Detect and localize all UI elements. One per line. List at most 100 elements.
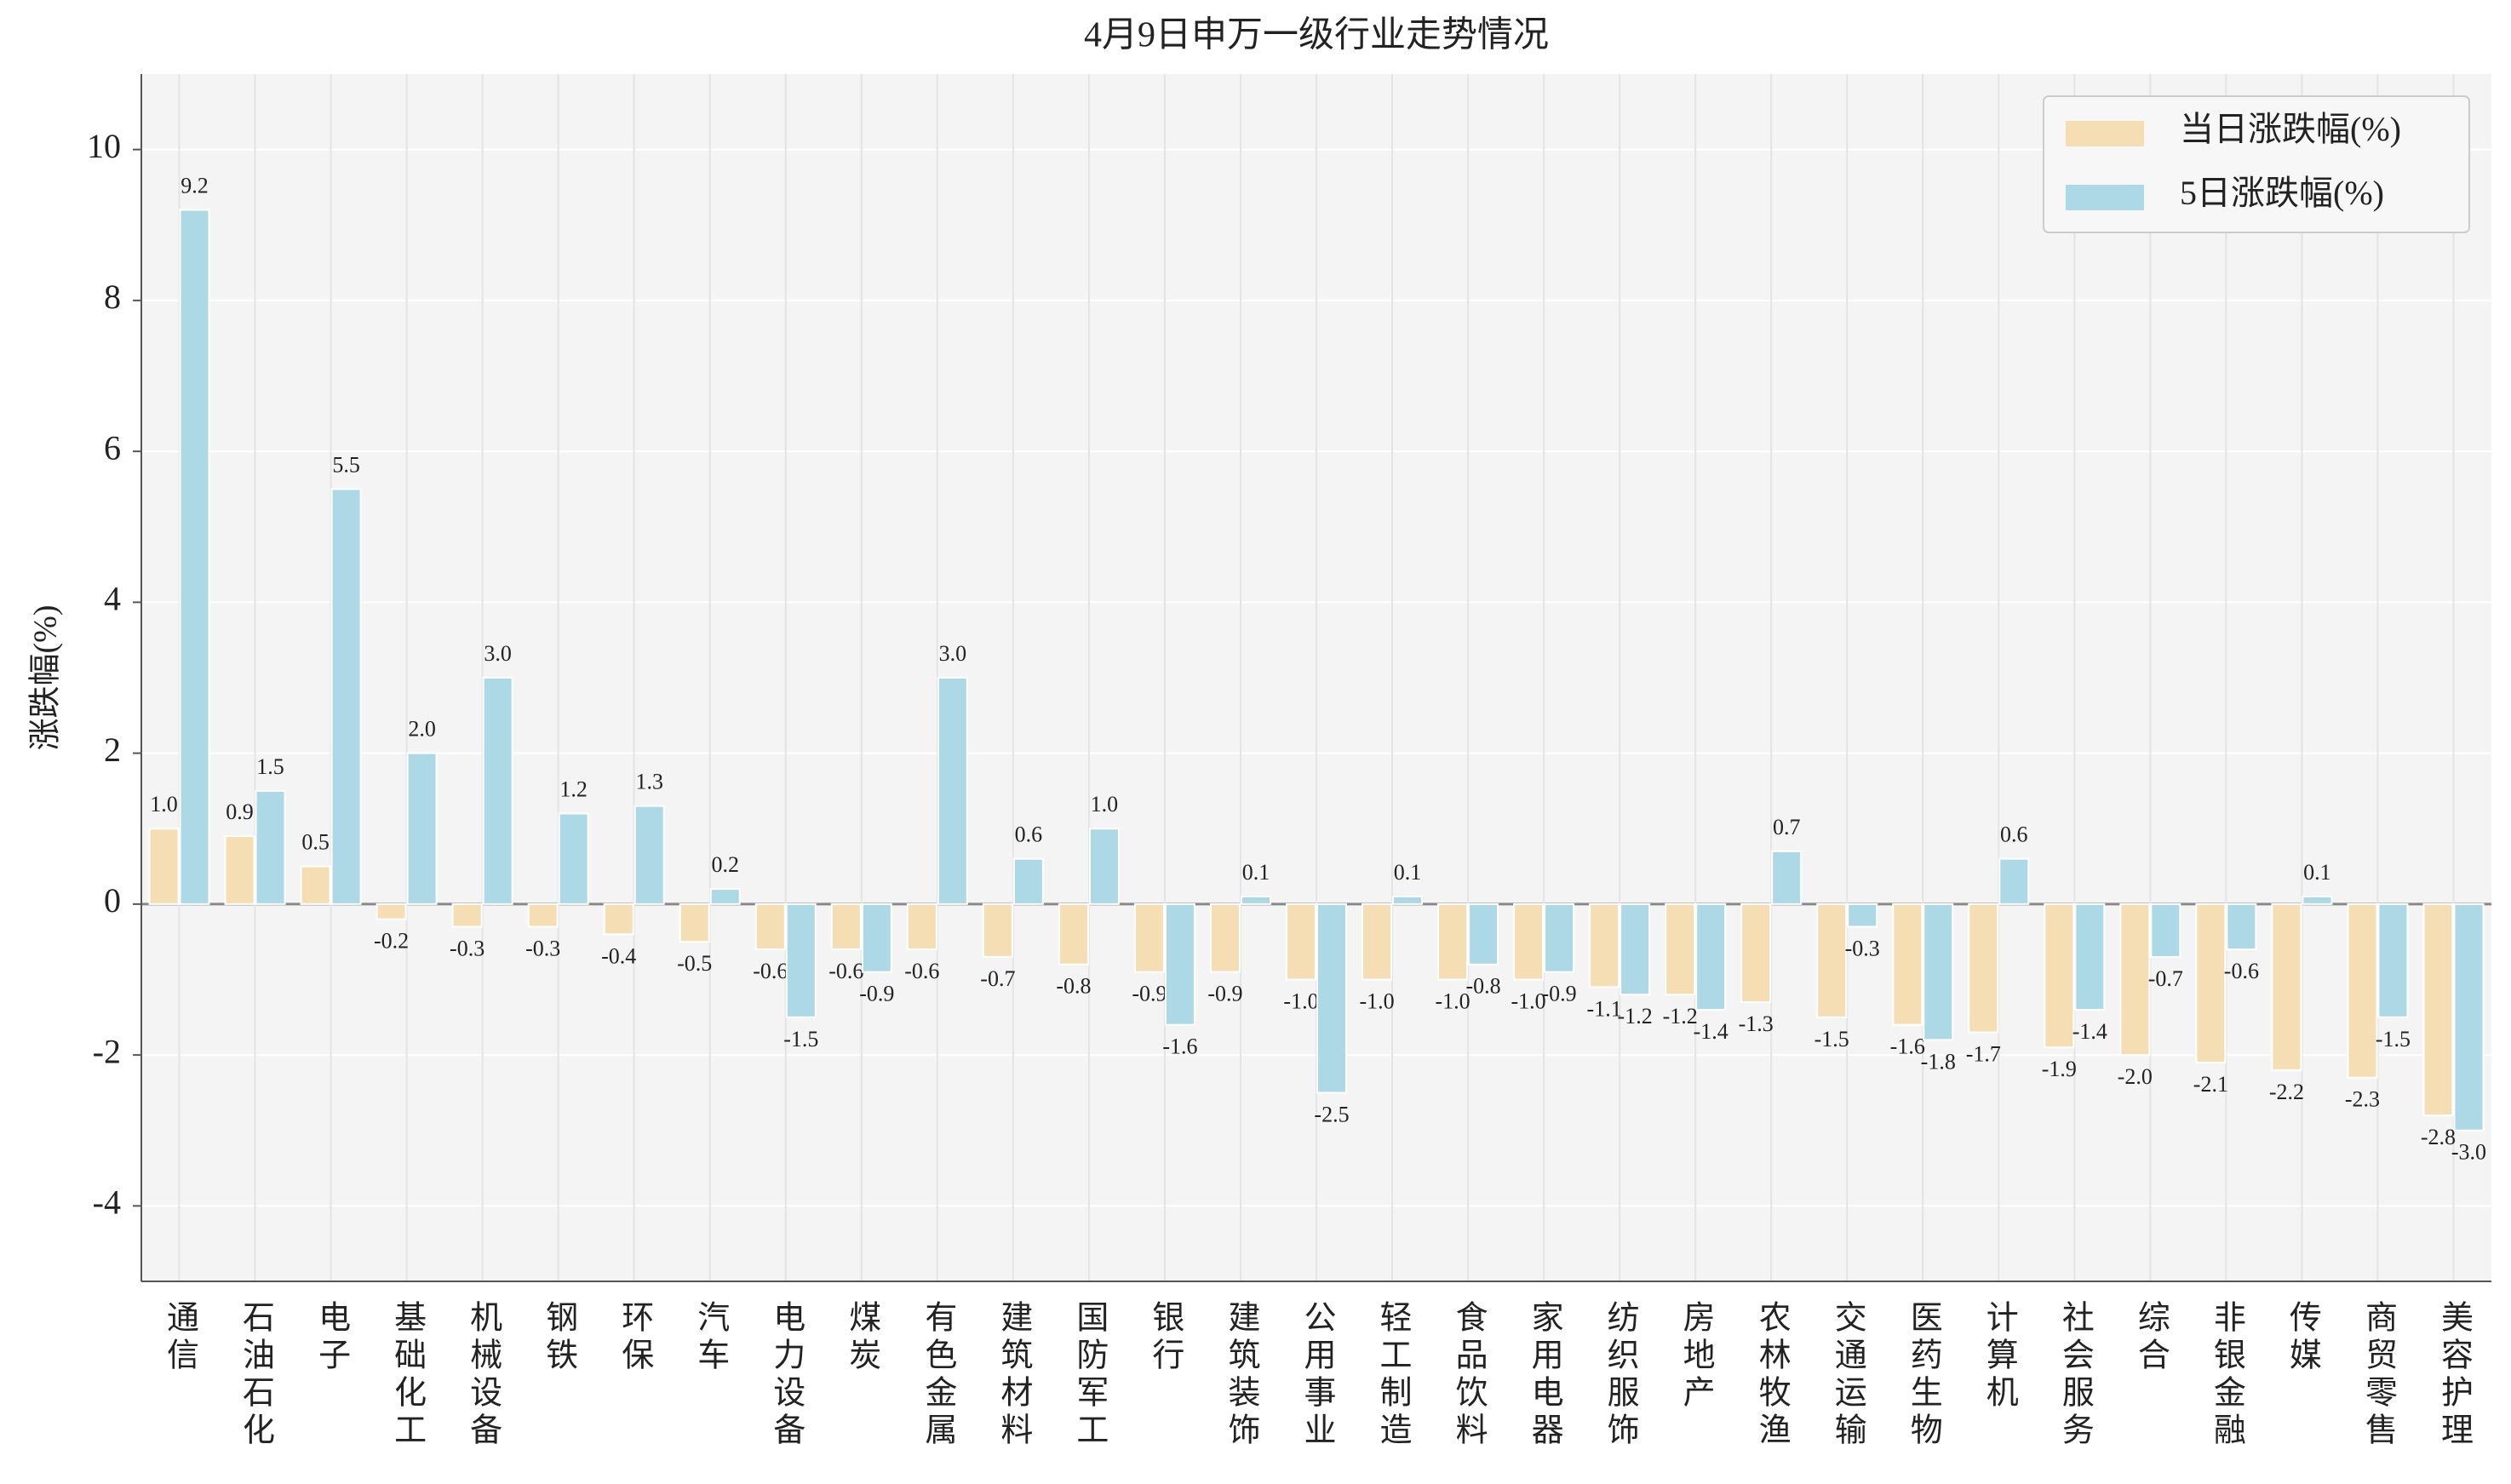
value-label: -0.9 (859, 982, 894, 1006)
value-label: -1.6 (1162, 1034, 1197, 1059)
value-label: -1.4 (2072, 1019, 2107, 1044)
bar (861, 902, 892, 973)
x-tick-label: 综合 (2132, 1300, 2169, 1375)
bar (1362, 902, 1393, 981)
bar (1012, 857, 1044, 905)
bar (558, 812, 589, 905)
value-label: 0.7 (1773, 815, 1801, 839)
value-label: -2.2 (2269, 1080, 2304, 1104)
value-label: -2.0 (2118, 1064, 2153, 1089)
legend-label: 当日涨跌幅(%) (2180, 110, 2401, 148)
y-tick-label: 8 (104, 278, 121, 316)
y-axis-label: 涨跌幅(%) (28, 605, 64, 751)
bar (1740, 902, 1772, 1004)
value-label: -1.5 (783, 1027, 818, 1051)
bar (527, 902, 559, 928)
bar (1164, 902, 1195, 1026)
x-tick-label: 基础化工 (389, 1300, 426, 1450)
bar (1088, 828, 1120, 905)
bar (1513, 902, 1545, 981)
y-tick-label: 2 (104, 731, 121, 769)
x-tick-label: 房地产 (1677, 1300, 1714, 1412)
x-tick-label: 电力设备 (768, 1300, 805, 1450)
value-label: 1.5 (256, 754, 284, 779)
bar (2453, 902, 2485, 1132)
bar (2074, 902, 2106, 1011)
x-tick-label: 国防军工 (1071, 1300, 1108, 1450)
value-label: -0.9 (1542, 982, 1577, 1006)
x-tick-label: 电子 (313, 1300, 350, 1375)
y-tick-label: 4 (104, 580, 121, 618)
value-label: -0.6 (2224, 959, 2259, 983)
value-label: -2.3 (2345, 1087, 2380, 1112)
bar (1058, 902, 1089, 965)
bar (2347, 902, 2378, 1079)
value-label: -1.5 (1814, 1027, 1849, 1051)
bar (906, 902, 937, 951)
value-label: -1.0 (1435, 988, 1470, 1013)
x-tick-label: 建筑材料 (995, 1300, 1033, 1450)
value-label: -1.6 (1890, 1034, 1925, 1059)
value-label: 0.6 (1015, 822, 1043, 847)
value-label: 0.5 (301, 830, 330, 855)
value-label: 2.0 (408, 717, 436, 742)
value-label: -0.8 (1465, 974, 1500, 999)
bar (1620, 902, 1651, 996)
x-tick-label: 计算机 (1981, 1300, 2017, 1412)
value-label: 5.5 (332, 452, 360, 477)
x-tick-label: 商贸零售 (2359, 1300, 2396, 1450)
value-label: -0.5 (677, 951, 712, 976)
value-label: -0.3 (525, 936, 560, 960)
bar (148, 828, 180, 905)
value-label: -3.0 (2451, 1140, 2486, 1165)
x-tick-label: 医药生物 (1905, 1300, 1941, 1450)
bar (937, 677, 968, 905)
bar (2302, 896, 2333, 905)
value-label: -1.0 (1511, 988, 1546, 1013)
value-label: -0.2 (374, 929, 409, 954)
value-label: 0.1 (1242, 860, 1270, 885)
bar (255, 789, 286, 905)
value-label: 0.9 (226, 799, 254, 824)
x-tick-label: 建筑装饰 (1223, 1300, 1259, 1450)
x-tick-label: 环保 (616, 1300, 654, 1375)
bar (1892, 902, 1923, 1026)
value-label: -1.2 (1663, 1004, 1698, 1028)
value-label: -0.3 (1845, 936, 1880, 960)
x-tick-label: 食品饮料 (1450, 1300, 1488, 1450)
value-label: -0.7 (2148, 966, 2183, 991)
bar (1816, 902, 1848, 1018)
x-tick-label: 煤炭 (844, 1300, 880, 1375)
bar (785, 902, 817, 1018)
value-label: -0.6 (904, 959, 939, 983)
value-label: -0.3 (450, 936, 484, 960)
bar (300, 865, 331, 905)
bar (1316, 902, 1347, 1094)
bar (1544, 902, 1575, 973)
bar (1286, 902, 1316, 981)
x-tick-label: 美容护理 (2435, 1300, 2472, 1450)
value-label: -1.4 (1694, 1019, 1728, 1044)
bar (1392, 896, 1424, 905)
bar (1209, 902, 1241, 973)
bar (1665, 902, 1696, 996)
value-label: -0.7 (980, 966, 1015, 991)
value-label: 0.1 (2303, 860, 2331, 885)
bar (2195, 902, 2227, 1063)
value-label: -1.5 (2376, 1027, 2411, 1051)
x-tick-label: 通信 (162, 1300, 198, 1375)
bar (679, 902, 710, 943)
bar (754, 902, 786, 951)
value-label: -1.9 (2042, 1057, 2077, 1081)
bar (1437, 902, 1469, 981)
value-label: -1.2 (1618, 1004, 1653, 1028)
bar (1133, 902, 1165, 973)
x-tick-label: 机械设备 (465, 1300, 502, 1450)
bar (224, 835, 255, 905)
value-label: 0.1 (1394, 860, 1422, 885)
value-label: -1.1 (1587, 996, 1622, 1021)
value-label: 3.0 (484, 641, 512, 666)
value-label: 1.0 (150, 792, 178, 816)
value-label: 1.3 (635, 770, 663, 794)
bar (830, 902, 862, 951)
